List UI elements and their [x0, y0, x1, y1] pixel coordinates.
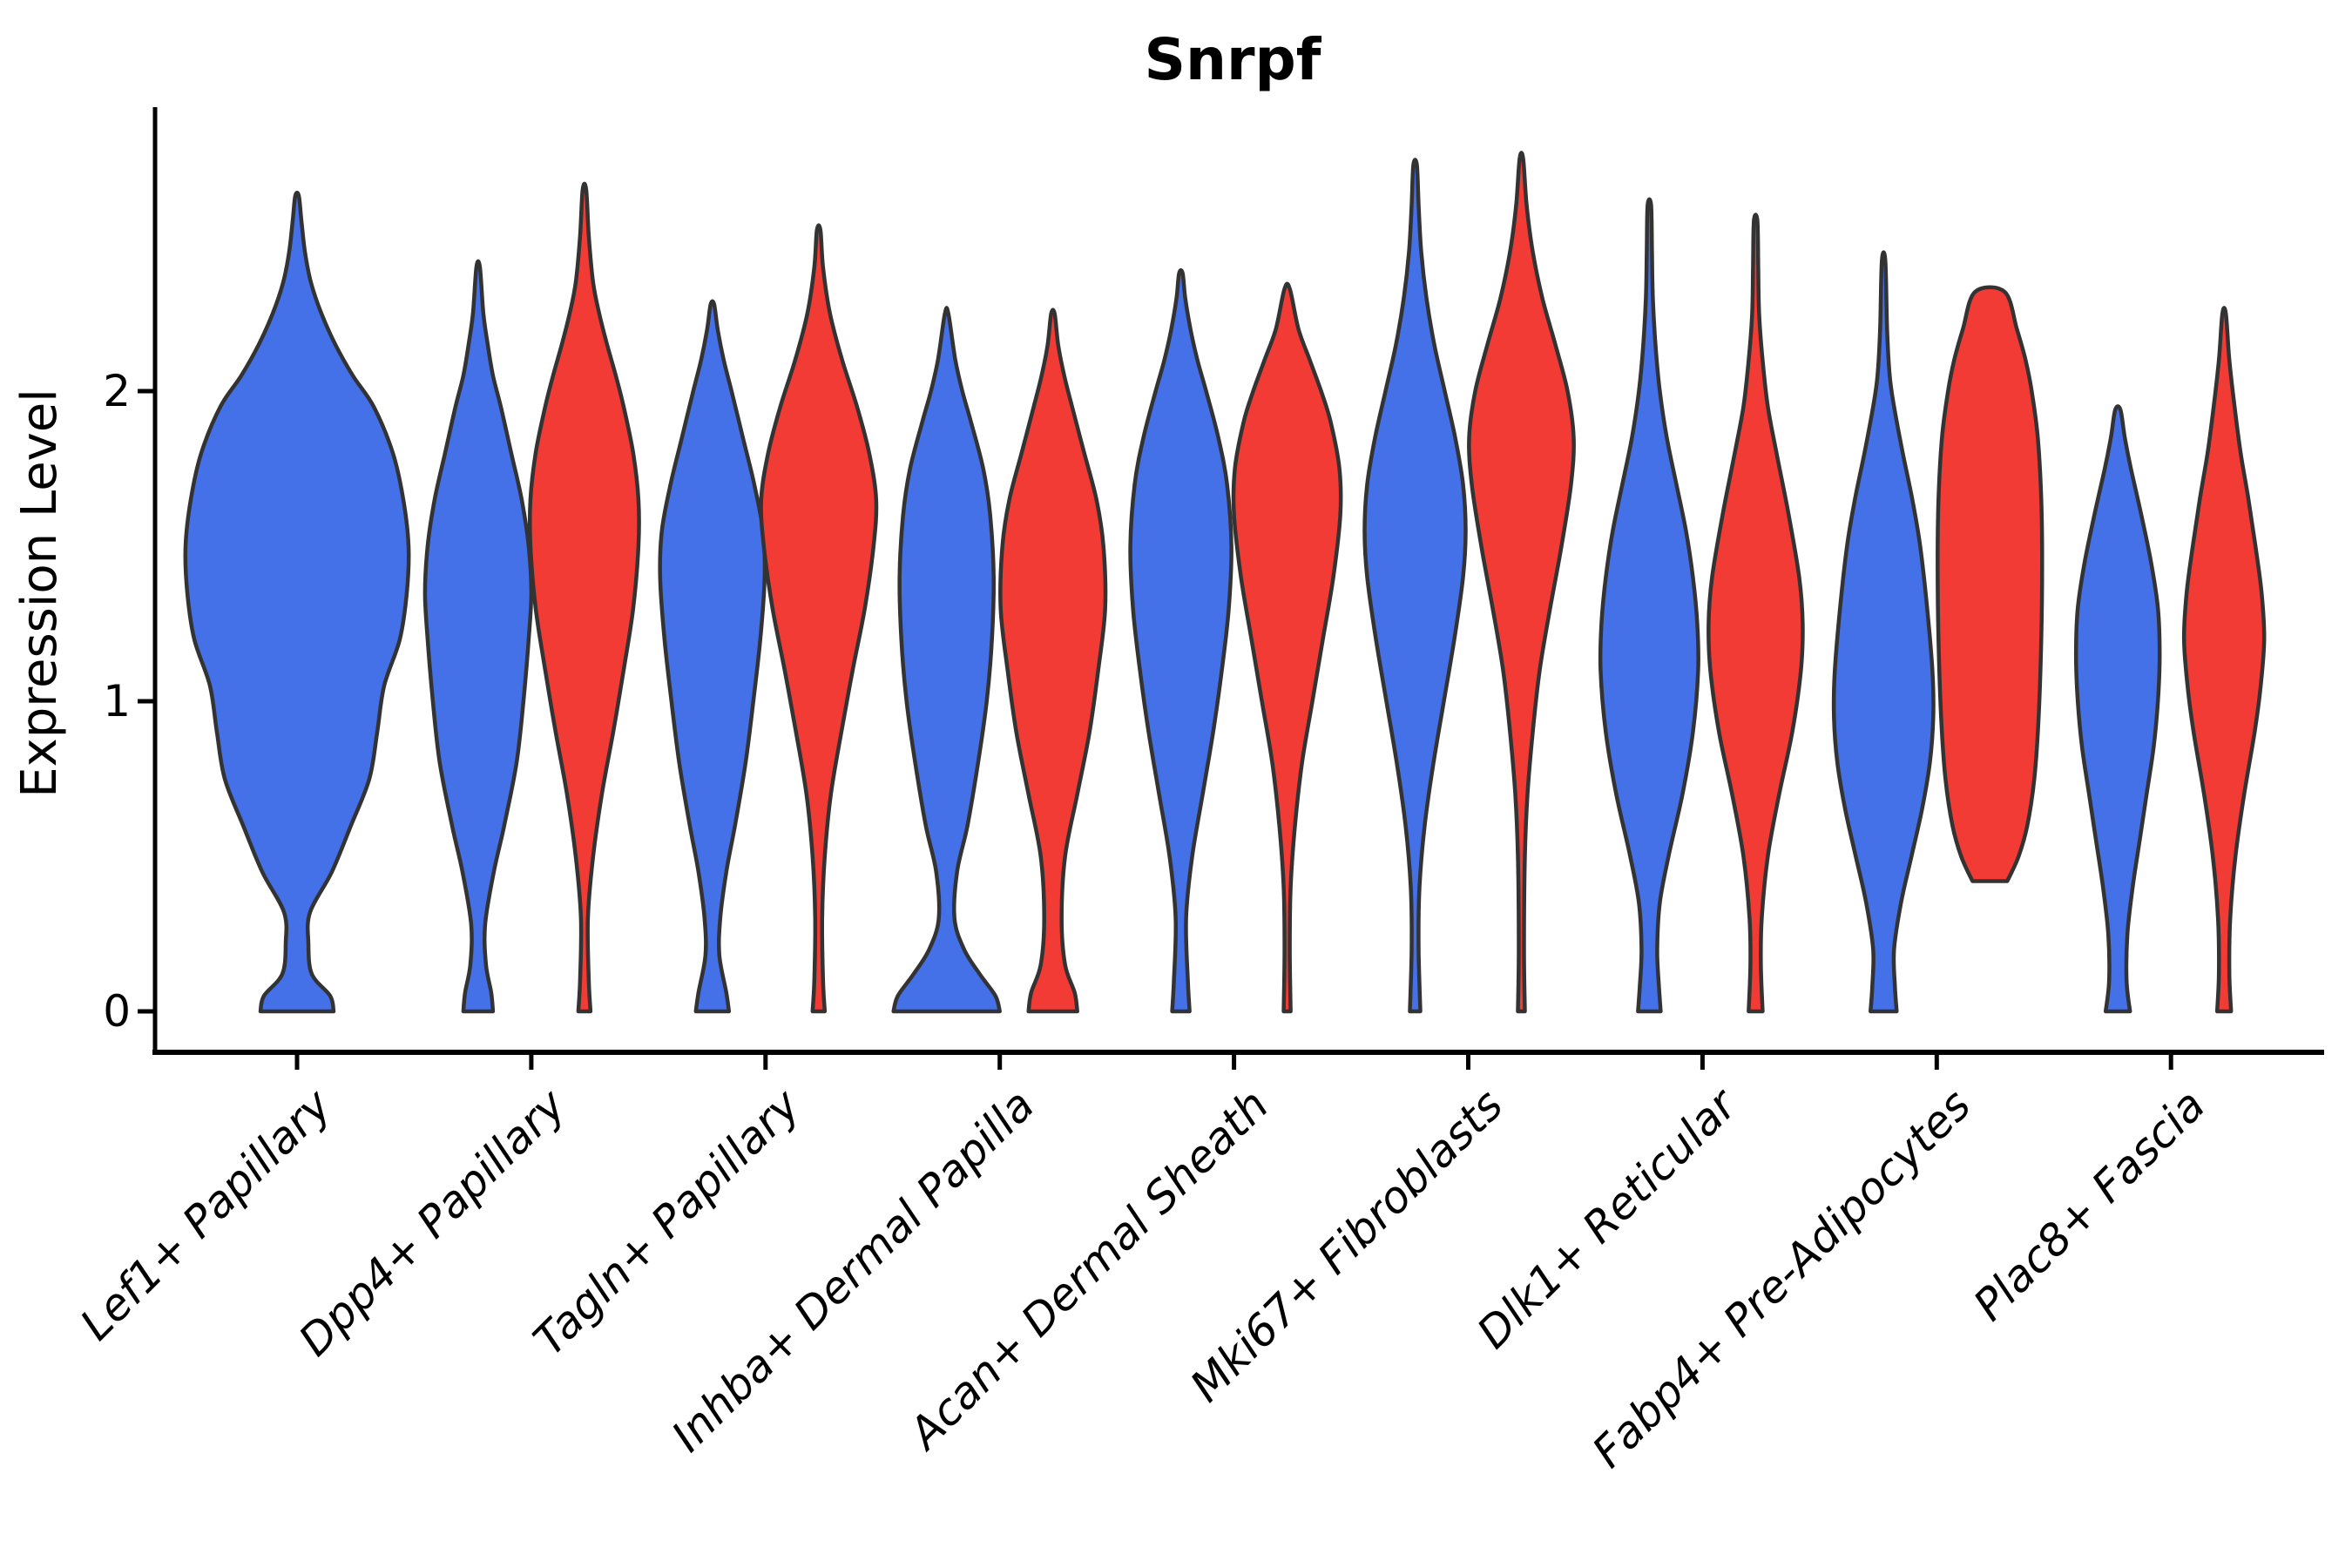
violin-tagln-papillary-blue: [658, 299, 767, 1014]
y-tick-label-0: 0: [103, 986, 131, 1037]
violin-plac8-fascia-red: [2181, 306, 2267, 1014]
violin-acan-dermal-sheath-blue: [1128, 267, 1233, 1014]
violin-mki67-fibroblasts-blue: [1362, 158, 1468, 1014]
violin-fabp4-pre-adipocytes-blue: [1831, 250, 1936, 1014]
violin-dpp4-papillary-blue: [422, 259, 534, 1014]
y-tick-label-2: 2: [103, 366, 131, 416]
plot-title: Snrpf: [1144, 26, 1321, 93]
violin-inhba-dermal-papilla-blue: [891, 306, 1002, 1014]
y-tick-label-1: 1: [103, 676, 131, 727]
violin-inhba-dermal-papilla-red: [998, 308, 1108, 1014]
violin-fabp4-pre-adipocytes-red: [1936, 285, 2044, 883]
violin-lef1-papillary-blue: [183, 190, 411, 1014]
violin-dpp4-papillary-red: [527, 181, 641, 1014]
violin-dlk1-reticular-blue: [1598, 197, 1700, 1014]
violin-acan-dermal-sheath-red: [1231, 281, 1343, 1014]
violin-tagln-papillary-red: [759, 223, 879, 1014]
violin-plac8-fascia-blue: [2073, 404, 2162, 1014]
violin-mki67-fibroblasts-red: [1467, 151, 1576, 1014]
violin-dlk1-reticular-red: [1707, 213, 1805, 1014]
